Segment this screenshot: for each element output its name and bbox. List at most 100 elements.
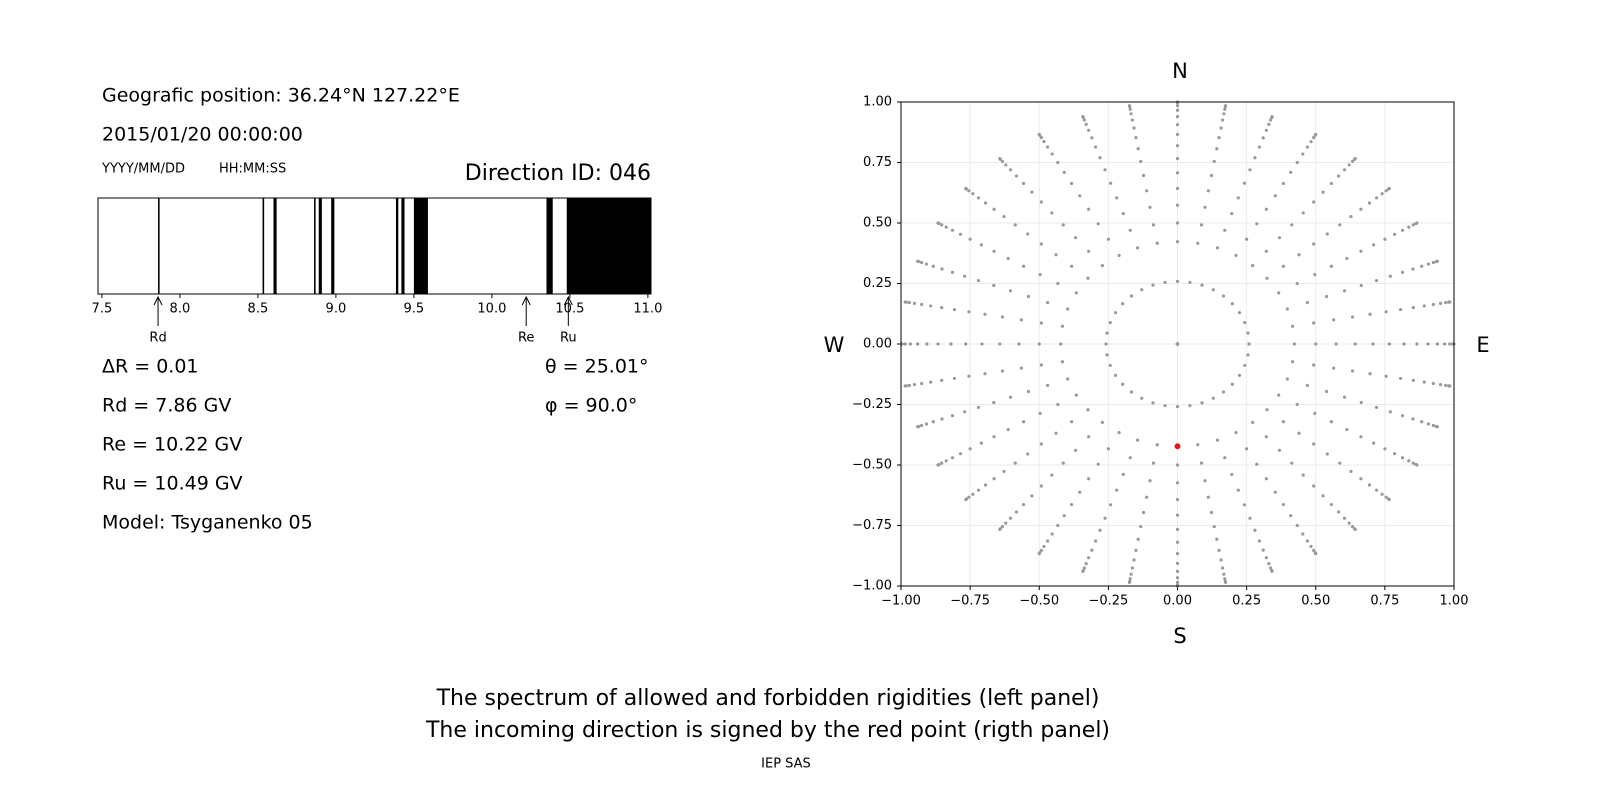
direction-point	[1281, 502, 1286, 507]
direction-point	[1151, 401, 1155, 405]
direction-point	[1175, 144, 1180, 148]
direction-point	[908, 342, 913, 346]
x-tick-label: −1.00	[881, 594, 921, 609]
direction-point	[1175, 561, 1180, 565]
direction-point	[1438, 301, 1443, 306]
direction-point	[1217, 136, 1221, 140]
direction-point	[1309, 139, 1313, 144]
direction-point	[1104, 342, 1108, 346]
direction-point	[1039, 548, 1043, 552]
direction-point	[1324, 294, 1329, 299]
direction-point	[1069, 420, 1074, 424]
direction-point	[1054, 431, 1058, 435]
direction-point	[1448, 300, 1452, 304]
direction-point	[976, 488, 981, 492]
y-tick-label: 0.25	[863, 276, 892, 291]
y-tick-label: 1.00	[863, 95, 892, 110]
direction-point	[968, 237, 972, 241]
direction-point	[1243, 363, 1247, 368]
direction-point	[1066, 307, 1070, 311]
direction-point	[1086, 276, 1090, 280]
direction-point	[1115, 488, 1119, 492]
direction-point	[1383, 447, 1387, 451]
direction-point	[1246, 353, 1250, 357]
direction-point	[1121, 211, 1125, 216]
direction-point	[929, 304, 933, 308]
direction-point	[967, 374, 971, 378]
y-tick-label: 0.50	[863, 216, 892, 231]
direction-point	[998, 342, 1002, 346]
direction-point	[1248, 516, 1252, 520]
direction-point	[1350, 315, 1355, 319]
direction-point	[1444, 383, 1448, 387]
position: Geografic position: 36.24°N 127.22°E	[102, 85, 460, 107]
direction-point	[1243, 320, 1247, 325]
direction-point	[1215, 246, 1220, 250]
direction-point	[1100, 264, 1104, 268]
direction-point	[1411, 267, 1415, 271]
direction-point	[1230, 211, 1234, 216]
direction-point	[1261, 136, 1265, 140]
x-tick-label: 10.0	[477, 302, 506, 317]
direction-point	[1084, 562, 1088, 566]
direction-point	[1398, 376, 1403, 381]
direction-point	[1050, 473, 1054, 477]
direction-point	[931, 420, 935, 424]
forbidden-band	[566, 198, 651, 294]
direction-point	[976, 405, 981, 410]
direction-point	[1426, 422, 1431, 426]
direction-point	[1175, 186, 1180, 191]
direction-point	[1145, 189, 1149, 193]
direction-point	[1313, 272, 1317, 277]
x-tick-label: 0.50	[1301, 594, 1330, 609]
compass-s: S	[1173, 624, 1186, 648]
direction-point	[1277, 448, 1282, 452]
direction-point	[1372, 243, 1376, 247]
x-tick-label: 8.5	[248, 302, 269, 317]
direction-point	[1148, 205, 1152, 209]
direction-point	[1388, 410, 1392, 414]
x-tick-label: 7.5	[92, 302, 113, 317]
direction-point	[1264, 128, 1268, 132]
direction-point	[1039, 363, 1043, 367]
direction-point	[1134, 548, 1138, 552]
direction-point	[1000, 369, 1005, 373]
direction-point	[992, 400, 996, 405]
direction-point	[1398, 307, 1403, 312]
direction-point	[1420, 264, 1424, 268]
direction-point	[1313, 411, 1317, 416]
direction-point	[1230, 472, 1234, 477]
direction-point	[1037, 132, 1041, 137]
direction-point	[950, 456, 955, 460]
direction-point	[1141, 173, 1146, 178]
direction-point	[1096, 222, 1100, 226]
direction-point	[1301, 152, 1305, 156]
direction-point	[1042, 544, 1046, 549]
direction-point	[1411, 417, 1415, 421]
direction-point	[980, 342, 984, 346]
direction-point	[924, 262, 929, 266]
direction-point	[1295, 160, 1299, 165]
direction-point	[1196, 241, 1200, 245]
direction-point	[1372, 441, 1376, 445]
direction-point	[1013, 223, 1017, 227]
direction-point	[1420, 420, 1424, 424]
direction-point	[992, 207, 996, 211]
direction-point	[1175, 171, 1180, 175]
direction-point	[1270, 114, 1274, 119]
x-tick-label: 0.25	[1232, 594, 1261, 609]
forbidden-band	[546, 198, 553, 294]
direction-point	[1295, 281, 1299, 286]
direction-point	[1090, 548, 1094, 552]
direction-point	[1448, 342, 1452, 346]
direction-point	[944, 225, 948, 229]
angle: θ = 25.01°	[545, 356, 649, 378]
direction-point	[1336, 510, 1341, 514]
direction-point	[976, 278, 981, 283]
direction-point	[1442, 342, 1447, 346]
x-tick-label: 0.75	[1370, 594, 1399, 609]
direction-point	[1312, 548, 1316, 552]
direction-point	[929, 380, 933, 384]
direction-point	[1000, 315, 1005, 319]
direction-point	[916, 342, 920, 346]
